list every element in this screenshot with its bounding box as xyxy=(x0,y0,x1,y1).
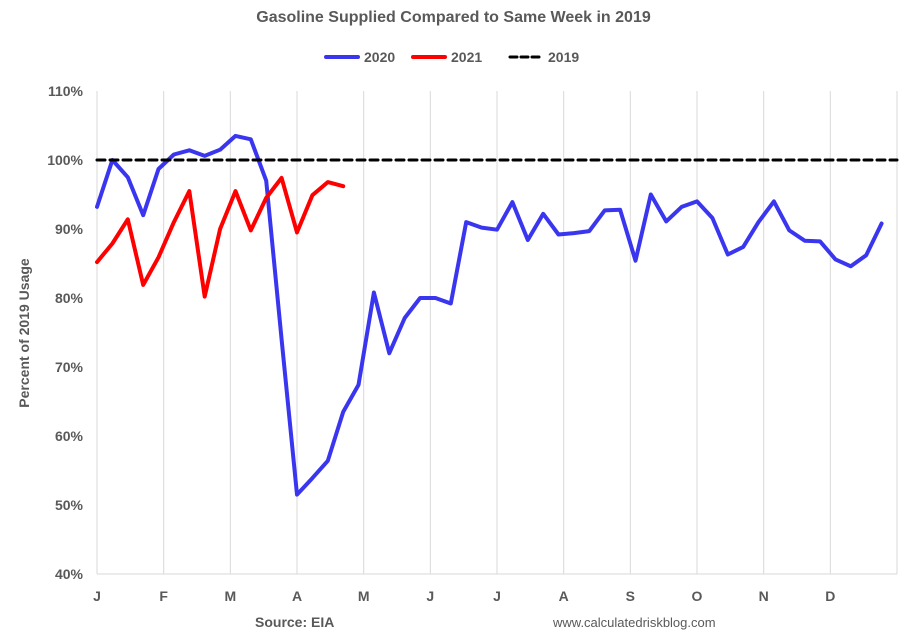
x-tick-label: J xyxy=(426,588,434,604)
source-label: Source: EIA xyxy=(255,614,334,630)
x-tick-label: O xyxy=(692,588,703,604)
y-tick-label: 60% xyxy=(55,428,84,444)
series-line-2021 xyxy=(95,175,346,299)
legend-label-2019: 2019 xyxy=(548,49,579,65)
y-tick-label: 110% xyxy=(48,83,84,99)
x-tick-label: A xyxy=(292,588,302,604)
gridlines xyxy=(96,91,898,575)
y-axis-ticks: 40% 50% 60% 70% 80% 90% 100% 110% xyxy=(47,83,83,582)
y-tick-label: 100% xyxy=(47,152,83,168)
x-tick-label: A xyxy=(559,588,569,604)
x-tick-label: S xyxy=(626,588,635,604)
y-tick-label: 40% xyxy=(55,566,84,582)
y-tick-label: 90% xyxy=(55,221,84,237)
y-tick-label: 70% xyxy=(55,359,84,375)
chart-title: Gasoline Supplied Compared to Same Week … xyxy=(256,9,651,26)
series-line-2020 xyxy=(95,133,884,497)
x-tick-label: J xyxy=(93,588,101,604)
y-tick-label: 50% xyxy=(55,497,84,513)
legend-label-2020: 2020 xyxy=(364,49,395,65)
website-label: www.calculatedriskblog.com xyxy=(552,615,716,630)
x-tick-label: F xyxy=(159,588,168,604)
x-tick-label: D xyxy=(825,588,835,604)
x-tick-label: N xyxy=(759,588,769,604)
y-axis-label: Percent of 2019 Usage xyxy=(16,258,32,408)
x-tick-label: J xyxy=(493,588,501,604)
legend: 2020 2021 2019 xyxy=(324,49,579,65)
x-tick-label: M xyxy=(358,588,370,604)
y-tick-label: 80% xyxy=(55,290,84,306)
legend-label-2021: 2021 xyxy=(451,49,482,65)
series-group xyxy=(95,133,899,497)
x-tick-label: M xyxy=(224,588,236,604)
